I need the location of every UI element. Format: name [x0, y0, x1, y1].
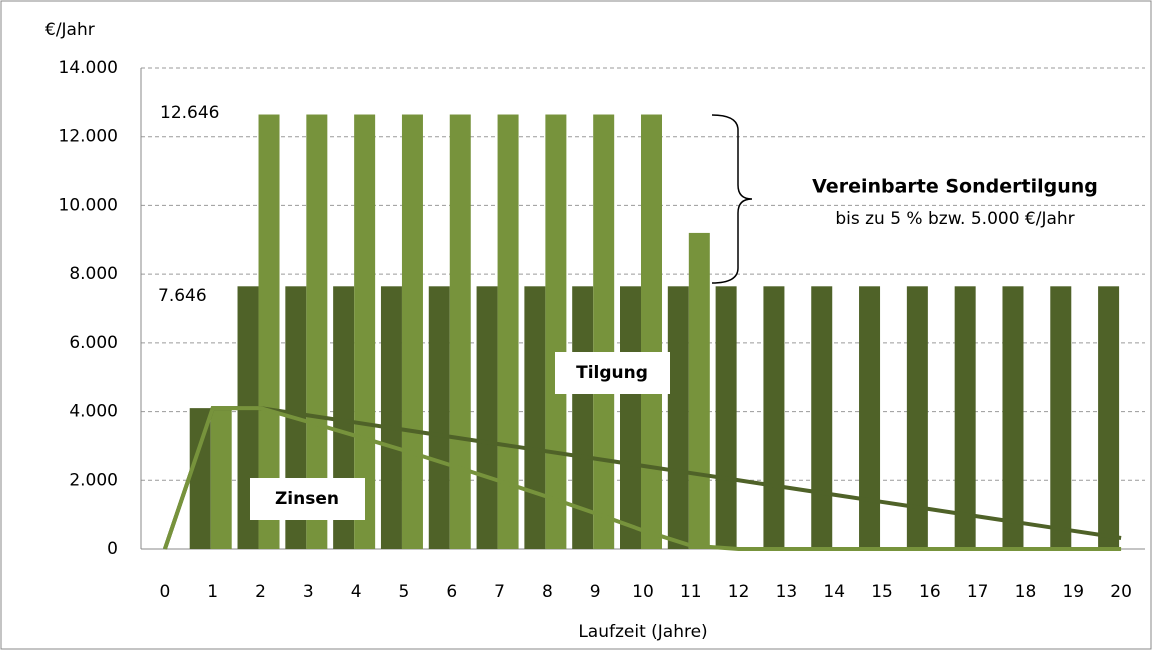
bar [688, 232, 710, 549]
bar [667, 286, 689, 549]
bar [497, 114, 519, 550]
y-tick-label: 10.000 [59, 195, 118, 215]
annotation: 12.646 [160, 103, 219, 123]
x-tick-label: 17 [967, 582, 989, 602]
annotation: Zinsen [275, 489, 339, 509]
x-tick-label: 11 [680, 582, 702, 602]
x-tick-label: 6 [446, 582, 457, 602]
bar [811, 286, 833, 549]
bar [210, 408, 232, 549]
brace [711, 114, 753, 284]
annotation-box [555, 352, 670, 394]
y-tick-label: 6.000 [69, 333, 118, 353]
x-tick-label: 16 [919, 582, 941, 602]
bar [380, 286, 402, 549]
x-tick-label: 3 [303, 582, 314, 602]
bar [906, 286, 928, 549]
bar [258, 114, 280, 550]
x-tick-label: 15 [871, 582, 893, 602]
x-tick-label: 18 [1015, 582, 1037, 602]
bar [715, 286, 737, 549]
x-tick-label: 13 [776, 582, 798, 602]
bar [1050, 286, 1072, 549]
y-tick-label: 12.000 [59, 127, 118, 147]
bar [641, 114, 662, 550]
x-tick-label: 0 [159, 582, 170, 602]
y-tick-label: 4.000 [69, 402, 118, 422]
bar [620, 286, 641, 549]
line [163, 406, 1122, 551]
y-tick-label: 14.000 [59, 58, 118, 78]
annotation: Vereinbarte Sondertilgung [812, 176, 1098, 198]
bar [449, 114, 471, 550]
bar [428, 286, 450, 549]
x-tick-label: 4 [351, 582, 362, 602]
annotation: Tilgung [576, 363, 648, 383]
line [163, 406, 1122, 550]
annotation: 7.646 [158, 286, 207, 306]
bar [593, 114, 615, 550]
bar [476, 286, 498, 549]
x-tick-label: 2 [255, 582, 266, 602]
x-tick-label: 5 [399, 582, 410, 602]
x-tick-label: 1 [207, 582, 218, 602]
y-tick-label: 0 [107, 539, 118, 559]
bar [306, 114, 328, 550]
x-tick-label: 7 [494, 582, 505, 602]
x-axis-label: Laufzeit (Jahre) [578, 622, 707, 642]
bar [524, 286, 546, 549]
bar [189, 408, 211, 549]
y-tick-label: 2.000 [69, 470, 118, 490]
x-tick-label: 8 [542, 582, 553, 602]
x-tick-label: 10 [632, 582, 654, 602]
bar [401, 114, 423, 550]
bar [545, 114, 567, 550]
bar [572, 286, 594, 549]
annotation: bis zu 5 % bzw. 5.000 €/Jahr [835, 209, 1074, 229]
annotation-box [250, 478, 365, 520]
y-axis-label: €/Jahr [45, 20, 95, 40]
y-tick-label: 8.000 [69, 264, 118, 284]
bar [954, 286, 976, 549]
x-tick-label: 20 [1110, 582, 1132, 602]
bar [859, 286, 881, 549]
bar [1098, 286, 1120, 549]
x-tick-label: 12 [728, 582, 750, 602]
x-tick-label: 19 [1062, 582, 1084, 602]
bar [1002, 286, 1024, 549]
x-tick-label: 14 [823, 582, 845, 602]
x-tick-label: 9 [590, 582, 601, 602]
bar [763, 286, 785, 549]
